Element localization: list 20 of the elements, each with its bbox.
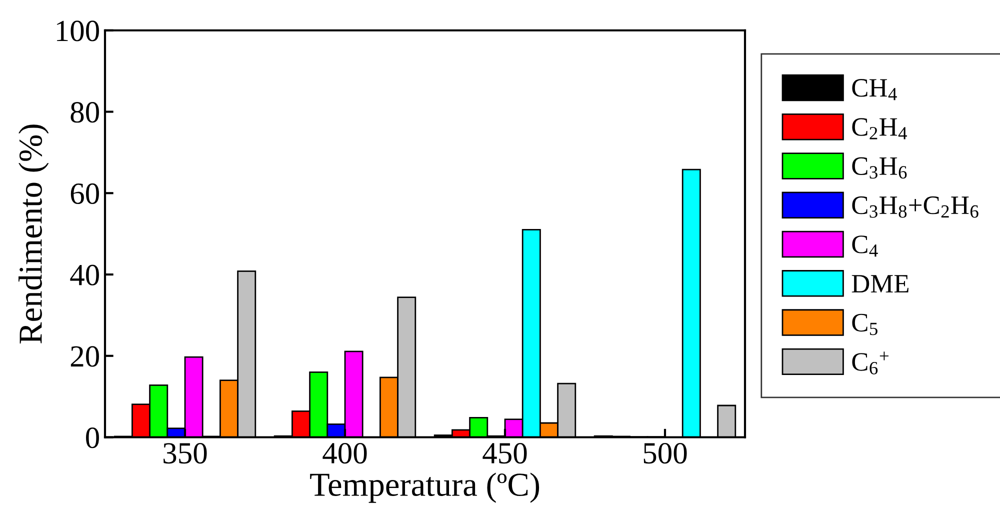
legend-label: CH$_{4}$ [852,79,897,100]
y-tick-label: 80 [70,102,99,123]
legend-label: C$_{4}$ [852,236,878,257]
x-tick-label: 350 [164,442,207,464]
y-tick-label: 60 [70,183,99,204]
legend-label: C$_{5}$ [852,314,878,336]
y-tick-label: 100 [56,20,99,42]
y-tick-label: 0 [86,428,99,448]
legend-label: C$_{3}$H$_{8}$+C$_{2}$H$_{6}$ [852,196,978,218]
legend-label: C$_{6}$$^{+}$ [852,352,888,374]
x-axis-title: Temperatura (ºC) [310,472,540,503]
x-tick-label: 400 [322,442,367,464]
y-axis-title: Rendimento (%) [18,124,49,344]
legend-label: DME [852,275,908,292]
x-tick-label: 500 [644,442,687,464]
legend-label: C$_{3}$H$_{6}$ [852,157,907,179]
y-tick-label: 20 [70,346,99,367]
x-tick-label: 450 [482,442,527,464]
legend-label: C$_{2}$H$_{4}$ [852,118,907,140]
y-tick-label: 40 [70,264,99,286]
